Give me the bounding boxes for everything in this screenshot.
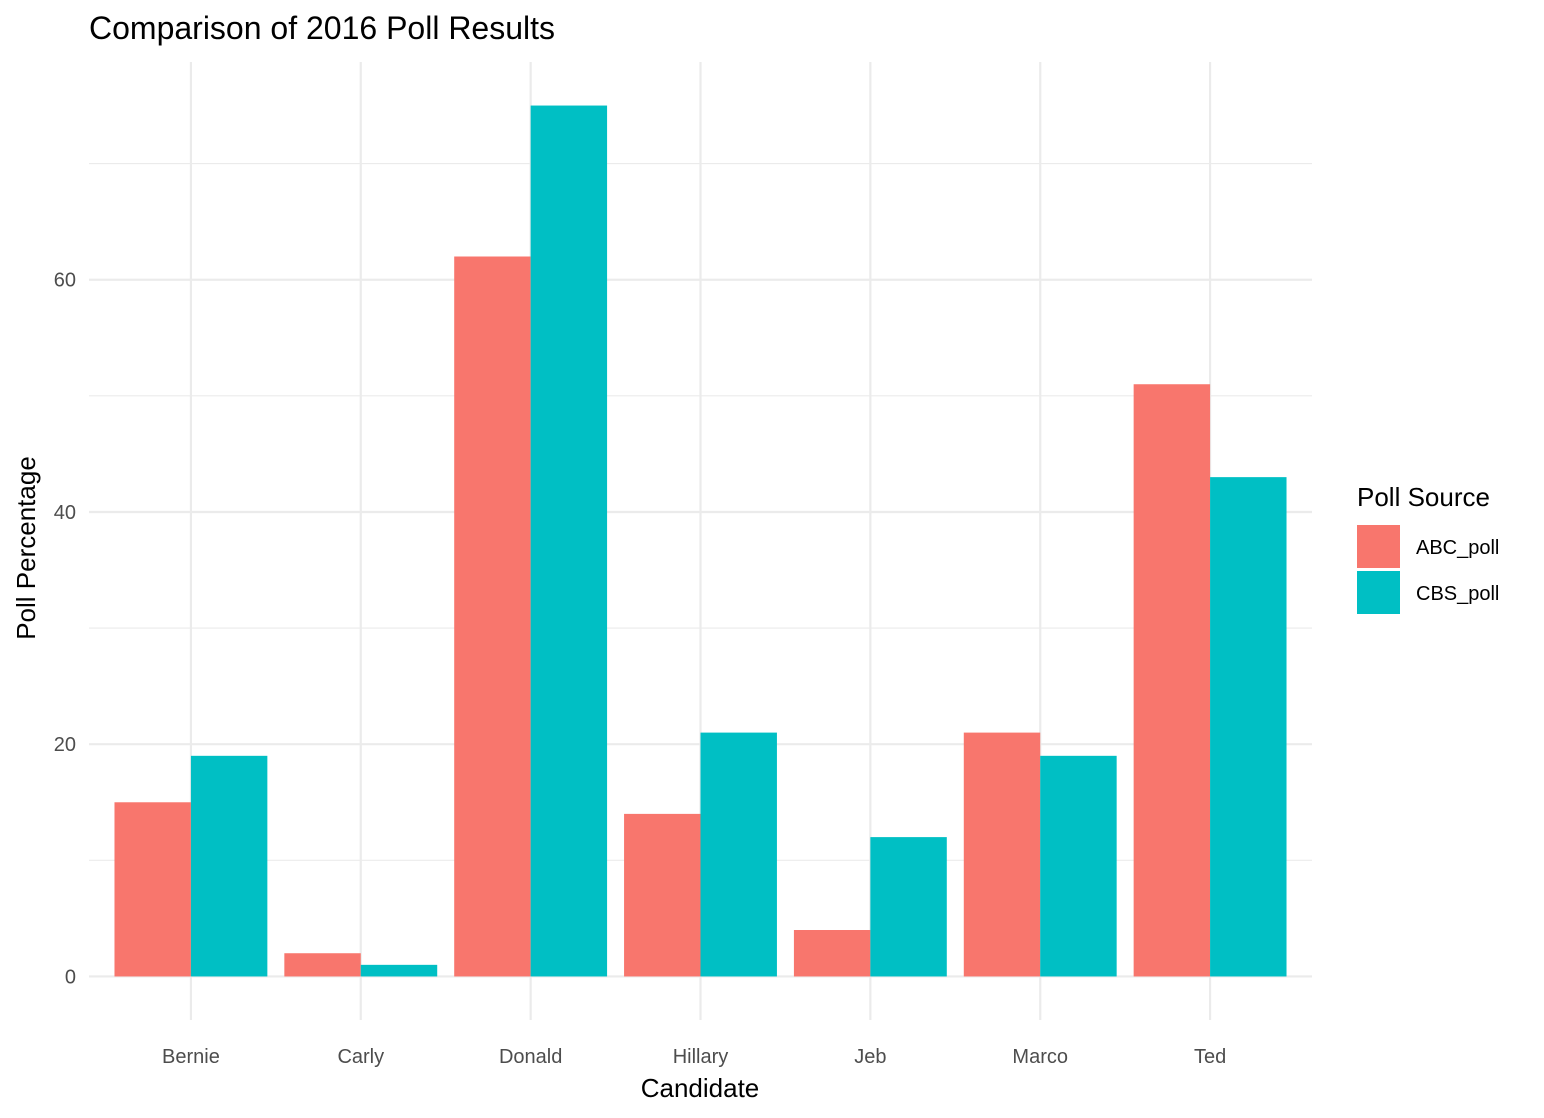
bar-abc-poll-donald (454, 256, 531, 977)
bars (114, 105, 1287, 977)
bar-cbs-poll-ted (1210, 477, 1287, 977)
bar-cbs-poll-carly (360, 964, 438, 977)
legend-title: Poll Source (1357, 482, 1490, 512)
bar-cbs-poll-marco (1040, 755, 1117, 977)
x-tick-label: Hillary (673, 1046, 729, 1068)
bar-abc-poll-ted (1133, 384, 1211, 977)
bar-cbs-poll-hillary (700, 732, 777, 977)
x-tick-label: Bernie (162, 1046, 220, 1068)
y-axis-title: Poll Percentage (11, 456, 41, 640)
y-tick-label: 0 (65, 966, 76, 988)
legend-label-cbs-poll: CBS_poll (1416, 583, 1499, 605)
x-tick-label: Marco (1012, 1046, 1068, 1068)
legend-label-abc-poll: ABC_poll (1416, 537, 1499, 559)
y-tick-label: 60 (54, 270, 76, 292)
y-tick-label: 40 (54, 502, 76, 524)
bar-cbs-poll-jeb (870, 837, 947, 977)
legend-items: ABC_poll CBS_poll (1357, 525, 1499, 614)
x-tick-label: Jeb (854, 1046, 886, 1068)
x-axis-tick-labels: Bernie Carly Donald Hillary Jeb Marco Ted (162, 1046, 1226, 1068)
y-axis-tick-labels: 0 20 40 60 (54, 270, 76, 989)
x-axis-title: Candidate (641, 1073, 760, 1103)
bar-abc-poll-hillary (624, 813, 701, 977)
x-tick-label: Ted (1194, 1046, 1226, 1068)
bar-abc-poll-carly (284, 953, 361, 977)
legend: Poll Source ABC_poll CBS_poll (1357, 482, 1499, 614)
bar-cbs-poll-donald (530, 105, 608, 977)
legend-swatch-cbs-poll (1357, 571, 1400, 614)
y-tick-label: 20 (54, 734, 76, 756)
x-tick-label: Carly (337, 1046, 384, 1068)
bar-abc-poll-bernie (114, 802, 191, 977)
legend-swatch-abc-poll (1357, 525, 1400, 568)
chart-title: Comparison of 2016 Poll Results (89, 10, 555, 46)
bar-abc-poll-jeb (793, 930, 871, 977)
bar-cbs-poll-bernie (190, 755, 268, 977)
bar-abc-poll-marco (963, 732, 1041, 977)
x-tick-label: Donald (499, 1046, 562, 1068)
